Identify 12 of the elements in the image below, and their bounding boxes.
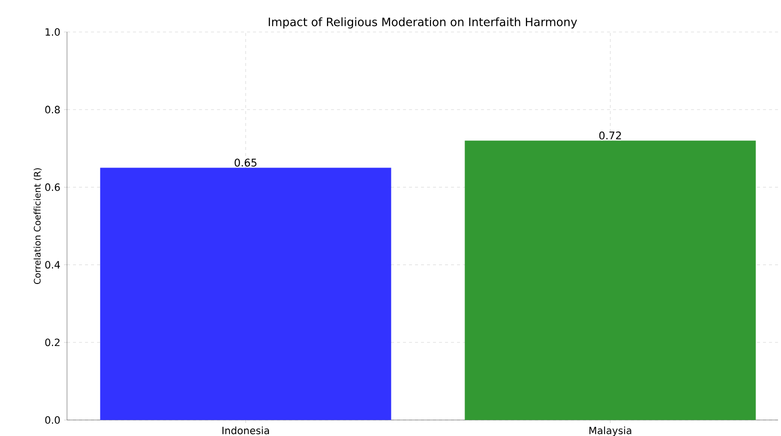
- data-label: 0.72: [599, 131, 621, 140]
- y-tick-label: 0.4: [45, 261, 60, 269]
- x-tick-label: Malaysia: [589, 426, 632, 436]
- y-axis-title: Correlation Coefficient (R): [34, 168, 42, 284]
- x-tick-label: Indonesia: [222, 426, 269, 434]
- y-tick-label: 0.0: [45, 416, 60, 424]
- y-tick-label: 0.8: [45, 106, 60, 114]
- chart-title: Impact of Religious Moderation on Interfaith Harmony: [268, 17, 578, 28]
- y-tick-label: 0.2: [45, 338, 60, 346]
- y-tick-label: 0.6: [45, 183, 60, 191]
- y-tick-label: 1.0: [46, 28, 60, 36]
- data-label: 0.65: [234, 158, 256, 167]
